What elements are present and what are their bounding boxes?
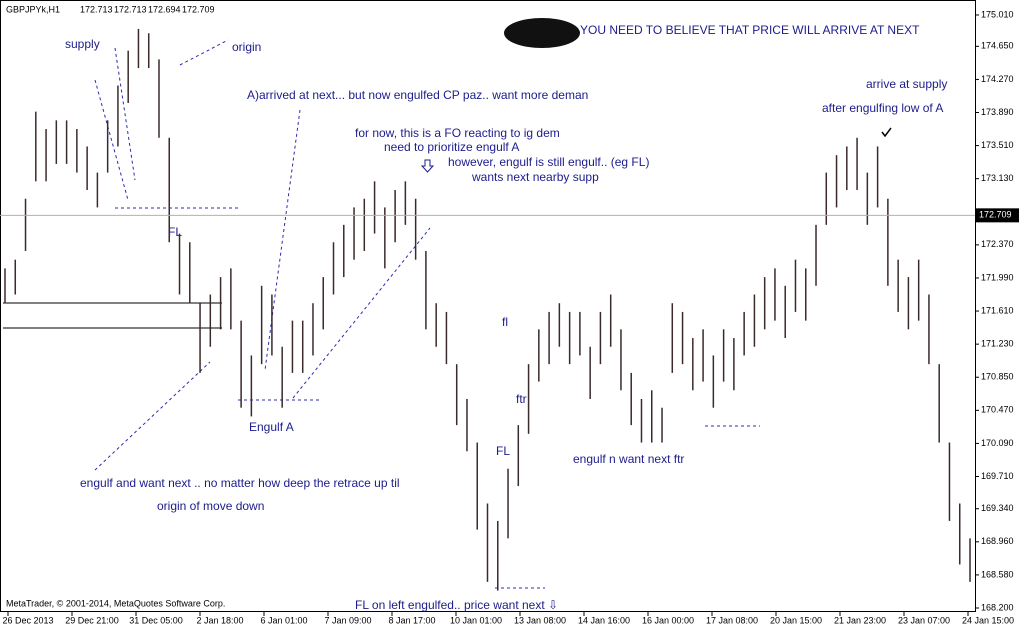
x-tick-label: 14 Jan 16:00 [578, 615, 630, 625]
annotation: FL [168, 225, 182, 239]
x-tick-label: 26 Dec 2013 [2, 615, 53, 625]
x-tick-label: 20 Jan 15:00 [770, 615, 822, 625]
annotation: FL on left engulfed.. price want next ⇩ [355, 598, 558, 612]
y-tick-label: 171.610 [981, 305, 1014, 315]
annotation: ftr [516, 392, 527, 406]
x-tick-label: 6 Jan 01:00 [260, 615, 307, 625]
y-tick-label: 173.130 [981, 173, 1014, 183]
annotation: YOU NEED TO BELIEVE THAT PRICE WILL ARRI… [580, 23, 920, 37]
y-tick-label: 168.580 [981, 569, 1014, 579]
check-icon [881, 127, 892, 138]
symbol: GBPJPYk,H1 [6, 4, 60, 14]
x-tick-label: 8 Jan 17:00 [388, 615, 435, 625]
y-tick-label: 168.200 [981, 602, 1014, 612]
scribble [504, 18, 580, 48]
header-value: 172.713 [114, 4, 147, 14]
annotation: arrive at supply [866, 77, 947, 91]
copyright: MetaTrader, © 2001-2014, MetaQuotes Soft… [6, 598, 225, 608]
x-tick-label: 24 Jan 15:00 [962, 615, 1014, 625]
x-tick-label: 7 Jan 09:00 [324, 615, 371, 625]
y-tick-label: 174.650 [981, 41, 1014, 51]
x-tick-label: 10 Jan 01:00 [450, 615, 502, 625]
annotation: supply [65, 37, 100, 51]
annotation: origin of move down [157, 499, 264, 513]
x-tick-label: 31 Dec 05:00 [129, 615, 183, 625]
y-tick-label: 172.370 [981, 239, 1014, 249]
y-tick-label: 169.340 [981, 503, 1014, 513]
header-value: 172.713 [80, 4, 113, 14]
x-tick-label: 21 Jan 23:00 [834, 615, 886, 625]
annotation: for now, this is a FO reacting to ig dem [355, 126, 560, 140]
current-price-label: 172.709 [979, 210, 1012, 220]
header-value: 172.709 [182, 4, 215, 14]
y-tick-label: 168.960 [981, 536, 1014, 546]
y-tick-label: 171.990 [981, 272, 1014, 282]
arrow-icon [420, 159, 435, 173]
x-tick-label: 13 Jan 08:00 [514, 615, 566, 625]
header-value: 172.694 [148, 4, 181, 14]
annotation: engulf n want next ftr [573, 452, 684, 466]
annotation: fl [502, 315, 508, 329]
x-tick-label: 23 Jan 07:00 [898, 615, 950, 625]
y-tick-label: 169.710 [981, 471, 1014, 481]
y-tick-label: 175.010 [981, 9, 1014, 19]
y-tick-label: 170.850 [981, 372, 1014, 382]
annotation: need to prioritize engulf A [384, 140, 519, 154]
annotation: engulf and want next .. no matter how de… [80, 476, 400, 490]
annotation: wants next nearby supp [471, 170, 599, 184]
annotation: origin [232, 40, 261, 54]
x-tick-label: 2 Jan 18:00 [196, 615, 243, 625]
y-tick-label: 173.890 [981, 107, 1014, 117]
x-tick-label: 17 Jan 08:00 [706, 615, 758, 625]
x-tick-label: 29 Dec 21:00 [65, 615, 119, 625]
annotation: FL [496, 444, 510, 458]
y-tick-label: 171.230 [981, 339, 1014, 349]
zone [3, 302, 222, 329]
x-tick-label: 16 Jan 00:00 [642, 615, 694, 625]
annotation: however, engulf is still engulf.. (eg FL… [448, 155, 649, 169]
annotation: A)arrived at next... but now engulfed CP… [247, 88, 588, 102]
annotation: after engulfing low of A [822, 101, 943, 115]
y-tick-label: 170.090 [981, 438, 1014, 448]
current-price-box [975, 208, 1019, 223]
y-tick-label: 170.470 [981, 405, 1014, 415]
y-tick-label: 173.510 [981, 140, 1014, 150]
y-tick-label: 174.270 [981, 74, 1014, 84]
annotation: Engulf A [249, 420, 294, 434]
